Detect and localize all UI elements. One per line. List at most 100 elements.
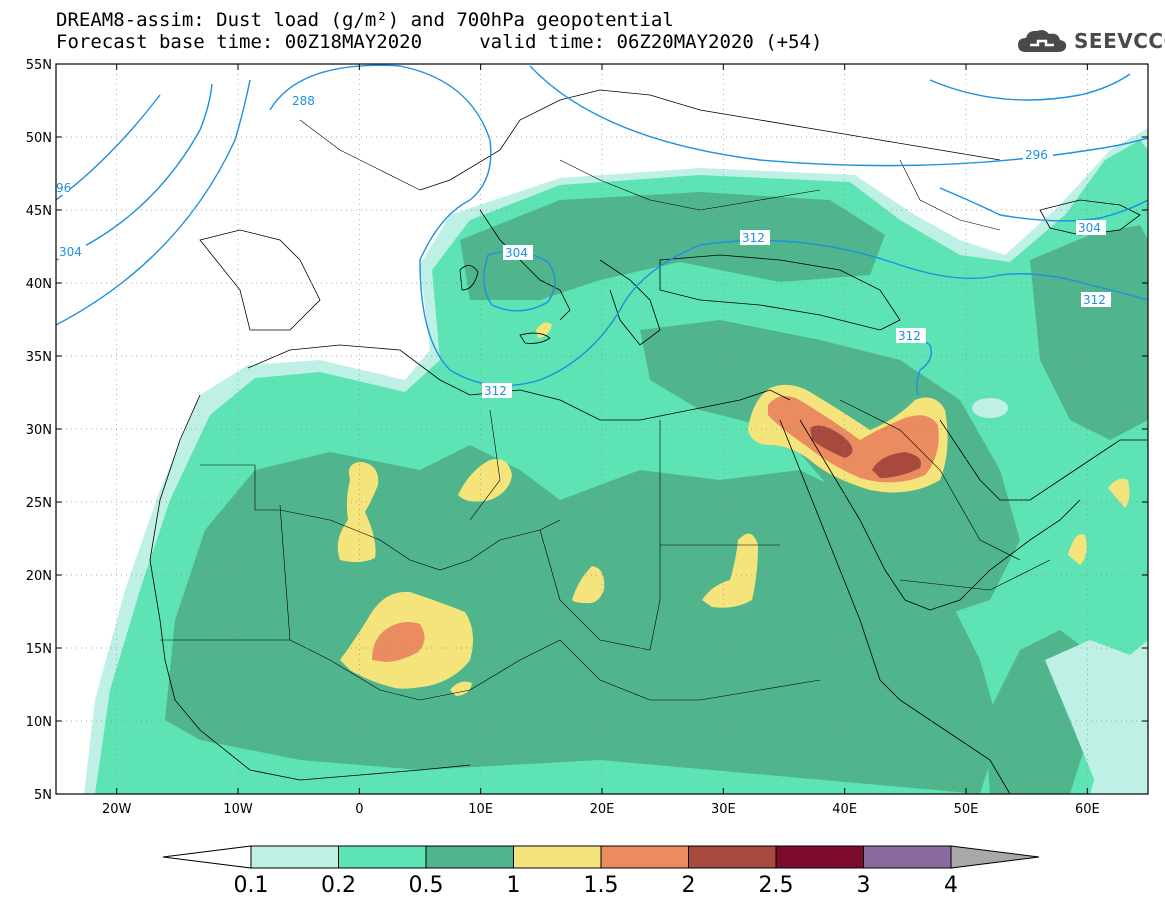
colorbar-swatch	[600, 845, 689, 869]
dust-fields	[84, 128, 1148, 794]
contour-label-96: 96	[56, 181, 71, 195]
dust-band-1-e	[702, 533, 758, 608]
dust-band-1-i	[536, 322, 552, 338]
lat-label: 20N	[26, 569, 52, 584]
contour-label-312-d: 312	[1083, 293, 1106, 307]
lon-label: 50E	[954, 802, 979, 817]
colorbar-label: 2.5	[759, 873, 794, 898]
north-africa-coast	[247, 344, 791, 421]
latitude-labels: 55N 50N 45N 40N 35N 30N 25N 20N 15N 10N 5N	[26, 58, 1148, 803]
contour-labels: 288 296 96 304 304 312 312 312 304 312	[56, 93, 1111, 398]
border-line-6	[839, 399, 1021, 561]
dust-band-0-5-d	[1030, 225, 1148, 440]
lat-label: 55N	[26, 58, 52, 73]
greece-outline	[599, 259, 661, 346]
lon-label: 60E	[1075, 802, 1100, 817]
lon-label: 20W	[102, 802, 132, 817]
contour-label-bg	[1023, 147, 1053, 162]
border-line-3	[469, 409, 501, 521]
sardinia-outline	[459, 265, 479, 291]
dust-band-0-5-b	[460, 192, 885, 300]
dust-band-0-5-a	[165, 445, 1000, 794]
colorbar-label: 1	[507, 873, 521, 898]
colorbar-label: 2	[682, 873, 696, 898]
dust-band-1-h	[1108, 478, 1130, 508]
lon-label: 20E	[590, 802, 615, 817]
contour-label-bg	[290, 93, 320, 108]
dust-band-1-5-a	[372, 622, 425, 662]
colorbar-arrow-low	[162, 845, 252, 869]
contour-label-304-east: 304	[1078, 221, 1101, 235]
contour-304-east	[939, 187, 1148, 222]
coastlines	[149, 89, 1148, 794]
lat-label: 15N	[26, 642, 52, 657]
colorbar-swatch	[688, 845, 777, 869]
contour-label-304-italy: 304	[505, 246, 528, 260]
contour-label-bg	[896, 328, 926, 343]
gridlines	[56, 64, 1148, 794]
contour-label-bg	[740, 230, 770, 245]
contour-label-bg	[56, 180, 70, 195]
contour-label-bg	[58, 244, 86, 259]
colorbar-arrow-high	[950, 845, 1040, 869]
colorbar-label: 0.1	[234, 873, 269, 898]
longitude-labels: 20W 10W 0 10E 20E 30E 40E 50E 60E	[102, 64, 1100, 817]
borders	[160, 119, 1051, 701]
contour-288	[929, 73, 1131, 101]
colorbar-label: 1.5	[584, 873, 619, 898]
colorbar-swatch	[425, 845, 514, 869]
colorbar-label: 4	[944, 873, 958, 898]
geopotential-contours	[56, 64, 1148, 396]
lat-label: 10N	[26, 715, 52, 730]
logo-text: SEEVCCC	[1074, 29, 1165, 53]
caspian-outline	[1039, 199, 1141, 236]
border-line-8	[289, 639, 561, 701]
colorbar-label: 0.5	[409, 873, 444, 898]
border-line-7	[899, 559, 1051, 591]
border-line-9	[559, 639, 821, 701]
contour-304-west	[56, 83, 213, 261]
lon-label: 30E	[711, 802, 736, 817]
colorbar-label: 3	[857, 873, 871, 898]
dust-band-1-j	[450, 681, 472, 696]
lat-label: 40N	[26, 277, 52, 292]
border-line-12	[899, 159, 1001, 231]
contour-296	[529, 65, 1148, 167]
lat-label: 25N	[26, 496, 52, 511]
contour-label-304-west: 304	[59, 245, 82, 259]
border-line-1	[200, 464, 561, 571]
contour-label-312-c: 312	[898, 329, 921, 343]
contour-label-bg	[1076, 220, 1106, 235]
lon-label: 10W	[223, 802, 253, 817]
colorbar: 0.1 0.2 0.5 1 1.5 2 2.5 3 4	[162, 845, 1040, 898]
contour-label-312-a: 312	[742, 231, 765, 245]
italy-outline	[479, 209, 571, 321]
lat-label: 45N	[26, 204, 52, 219]
chart-title-line-1: DREAM8-assim: Dust load (g/m²) and 700hP…	[56, 9, 674, 31]
lon-label: 0	[355, 802, 363, 817]
anatolia-outline	[659, 254, 901, 331]
lat-label: 30N	[26, 423, 52, 438]
dust-band-2	[810, 425, 921, 478]
iberia-outline	[199, 229, 321, 331]
dust-band-0-1-east	[1045, 640, 1148, 794]
lat-label: 50N	[26, 131, 52, 146]
contour-label-bg	[482, 383, 512, 398]
seevccc-logo: SEEVCCC	[1016, 24, 1165, 58]
west-africa-coast	[149, 394, 471, 781]
border-line-10	[299, 119, 421, 191]
colorbar-swatch	[775, 845, 864, 869]
contour-label-bg	[1081, 292, 1111, 307]
colorbar-swatch	[863, 845, 952, 869]
contour-label-296: 296	[1025, 148, 1048, 162]
colorbar-swatch	[338, 845, 427, 869]
chart-title-line-2: Forecast base time: 00Z18MAY2020 valid t…	[56, 31, 823, 53]
dust-band-0-1-patch	[972, 398, 1008, 418]
contour-label-bg	[503, 245, 533, 260]
persian-gulf-coast	[939, 419, 1148, 501]
dust-band-1-g	[1068, 534, 1087, 565]
colorbar-swatch	[250, 845, 339, 869]
lat-label: 5N	[34, 788, 52, 803]
europe-north-coast	[419, 89, 1001, 191]
